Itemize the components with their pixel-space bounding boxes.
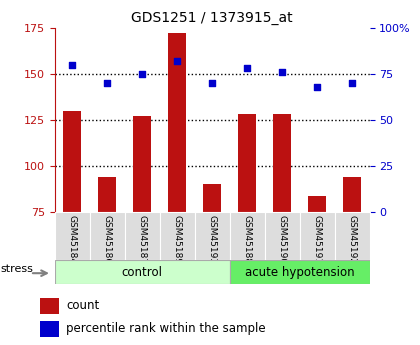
Bar <box>344 177 361 212</box>
Text: GSM45189: GSM45189 <box>173 215 181 264</box>
Point <box>314 84 320 89</box>
Bar <box>273 114 291 212</box>
FancyBboxPatch shape <box>335 212 370 260</box>
Text: GSM45190: GSM45190 <box>278 215 286 264</box>
Bar <box>203 185 221 212</box>
Bar <box>98 177 116 212</box>
FancyBboxPatch shape <box>194 212 230 260</box>
Text: GSM45191: GSM45191 <box>312 215 322 264</box>
Point <box>209 80 215 86</box>
Bar <box>40 321 59 337</box>
FancyBboxPatch shape <box>265 212 299 260</box>
Bar <box>63 111 81 212</box>
Text: GSM45188: GSM45188 <box>243 215 252 264</box>
FancyBboxPatch shape <box>55 212 89 260</box>
Bar <box>168 33 186 212</box>
Text: GSM45184: GSM45184 <box>68 215 76 264</box>
Point <box>174 58 181 63</box>
Point <box>349 80 355 86</box>
FancyBboxPatch shape <box>230 260 370 284</box>
FancyBboxPatch shape <box>160 212 194 260</box>
Text: count: count <box>66 299 100 312</box>
FancyBboxPatch shape <box>89 212 125 260</box>
Title: GDS1251 / 1373915_at: GDS1251 / 1373915_at <box>131 11 293 25</box>
Point <box>104 80 110 86</box>
Text: percentile rank within the sample: percentile rank within the sample <box>66 323 266 335</box>
Point <box>139 71 145 77</box>
Bar <box>40 298 59 314</box>
Point <box>244 66 250 71</box>
Point <box>69 62 76 67</box>
Point <box>279 69 286 75</box>
Text: GSM45193: GSM45193 <box>207 215 217 264</box>
Bar <box>239 114 256 212</box>
FancyBboxPatch shape <box>55 260 230 284</box>
Text: GSM45192: GSM45192 <box>348 215 357 264</box>
Bar <box>134 116 151 212</box>
Text: control: control <box>122 266 163 278</box>
FancyBboxPatch shape <box>125 212 160 260</box>
Bar <box>308 196 326 212</box>
Text: GSM45186: GSM45186 <box>102 215 112 264</box>
FancyBboxPatch shape <box>230 212 265 260</box>
Text: stress: stress <box>0 264 33 274</box>
FancyBboxPatch shape <box>299 212 335 260</box>
Text: GSM45187: GSM45187 <box>138 215 147 264</box>
Text: acute hypotension: acute hypotension <box>245 266 354 278</box>
